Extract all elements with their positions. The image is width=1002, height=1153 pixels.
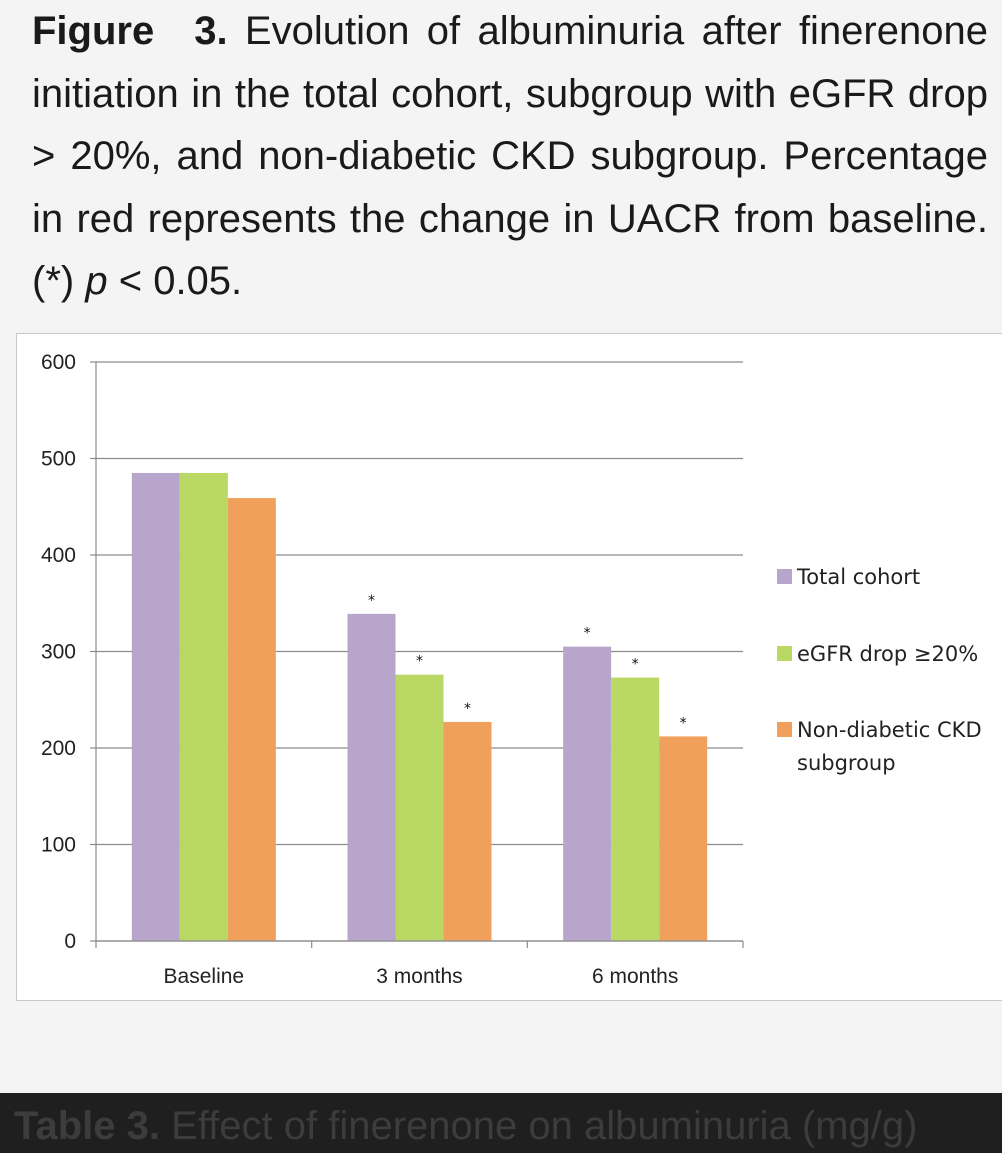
caption-text-end: < 0.05. bbox=[118, 259, 243, 303]
bar-egfr-drop bbox=[395, 674, 444, 941]
legend-label: eGFR drop ≥20% bbox=[797, 642, 978, 666]
x-tick-label: 6 months bbox=[592, 965, 678, 988]
legend-swatch bbox=[777, 722, 792, 737]
y-tick-label: 200 bbox=[41, 737, 76, 760]
x-tick-label: 3 months bbox=[376, 965, 462, 988]
significance-marker: * bbox=[632, 657, 639, 673]
bar-non-diabetic bbox=[443, 721, 492, 941]
bar-non-diabetic bbox=[659, 736, 708, 941]
significance-marker: * bbox=[464, 701, 471, 717]
y-tick-label: 400 bbox=[41, 544, 76, 567]
x-tick-label: Baseline bbox=[164, 965, 245, 988]
chart-container: 0 100 200 300 400 500 600 Baseline * * * 3 months * *… bbox=[16, 333, 1002, 1001]
y-tick-label: 500 bbox=[41, 448, 76, 471]
caption-p-italic: p bbox=[85, 259, 108, 303]
legend-label: Non-diabetic CKD bbox=[797, 718, 982, 742]
table-caption: Table 3. Effect of finerenone on albumin… bbox=[14, 1103, 917, 1149]
significance-marker: * bbox=[680, 715, 687, 731]
y-tick-label: 100 bbox=[41, 834, 76, 857]
legend-swatch bbox=[777, 569, 792, 584]
caption-figure-label: Figure bbox=[32, 9, 155, 53]
legend-label: subgroup bbox=[797, 751, 896, 775]
bar-total-cohort bbox=[347, 613, 396, 941]
y-tick-label: 0 bbox=[64, 930, 76, 953]
caption-figure-number: 3. bbox=[194, 9, 228, 53]
caption-text: Evolution of albuminuria after finerenon… bbox=[32, 9, 988, 303]
table-caption-bar: Table 3. Effect of finerenone on albumin… bbox=[0, 1093, 1002, 1153]
y-tick-label: 600 bbox=[41, 351, 76, 374]
bar-total-cohort bbox=[131, 472, 180, 941]
significance-marker: * bbox=[368, 593, 375, 609]
bar-non-diabetic bbox=[227, 498, 276, 941]
bar-egfr-drop bbox=[611, 677, 660, 941]
table-caption-text: Effect of finerenone on albuminuria (mg/… bbox=[171, 1104, 918, 1148]
y-tick-label: 300 bbox=[41, 641, 76, 664]
table-caption-label: Table 3. bbox=[14, 1104, 160, 1148]
bar-chart: 0 100 200 300 400 500 600 Baseline * * * 3 months * *… bbox=[41, 351, 982, 988]
legend-swatch bbox=[777, 646, 792, 661]
bar-egfr-drop bbox=[179, 472, 228, 941]
legend-label: Total cohort bbox=[796, 565, 920, 589]
figure-caption: Figure 3. Evolution of albuminuria after … bbox=[32, 0, 988, 313]
significance-marker: * bbox=[416, 654, 423, 670]
significance-marker: * bbox=[584, 626, 591, 642]
bar-total-cohort bbox=[563, 646, 612, 941]
